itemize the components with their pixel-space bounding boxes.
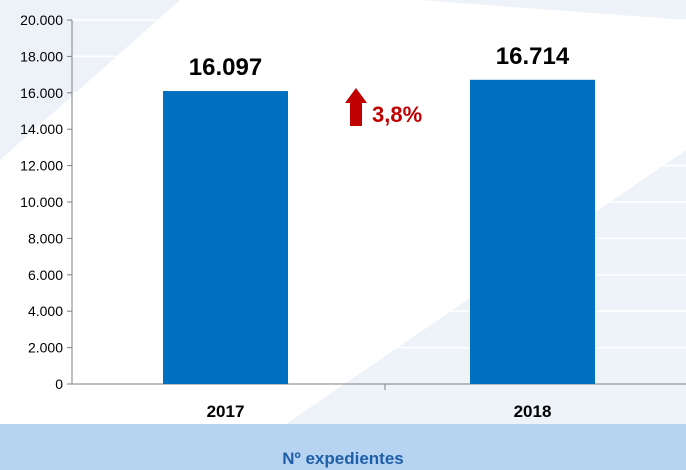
growth-label: 3,8% <box>372 102 422 127</box>
bar-2018 <box>470 80 595 384</box>
y-tick-label: 4.000 <box>28 303 63 319</box>
x-tick-label-2017: 2017 <box>207 402 245 421</box>
up-arrow-icon <box>345 88 367 126</box>
y-tick-label: 20.000 <box>20 12 63 28</box>
y-tick-label: 18.000 <box>20 48 63 64</box>
footer-label: Nº expedientes <box>0 450 686 468</box>
y-tick-label: 14.000 <box>20 121 63 137</box>
x-tick-label-2018: 2018 <box>514 402 552 421</box>
value-label-2017: 16.097 <box>189 54 262 81</box>
growth-annotation: 3,8% <box>345 88 422 127</box>
bar-2017 <box>163 91 288 384</box>
y-tick-label: 6.000 <box>28 267 63 283</box>
y-tick-label: 12.000 <box>20 158 63 174</box>
y-tick-label: 10.000 <box>20 194 63 210</box>
y-tick-label: 16.000 <box>20 85 63 101</box>
value-label-2018: 16.714 <box>496 43 570 70</box>
y-tick-label: 8.000 <box>28 230 63 246</box>
y-tick-label: 2.000 <box>28 340 63 356</box>
y-tick-label: 0 <box>55 376 63 392</box>
